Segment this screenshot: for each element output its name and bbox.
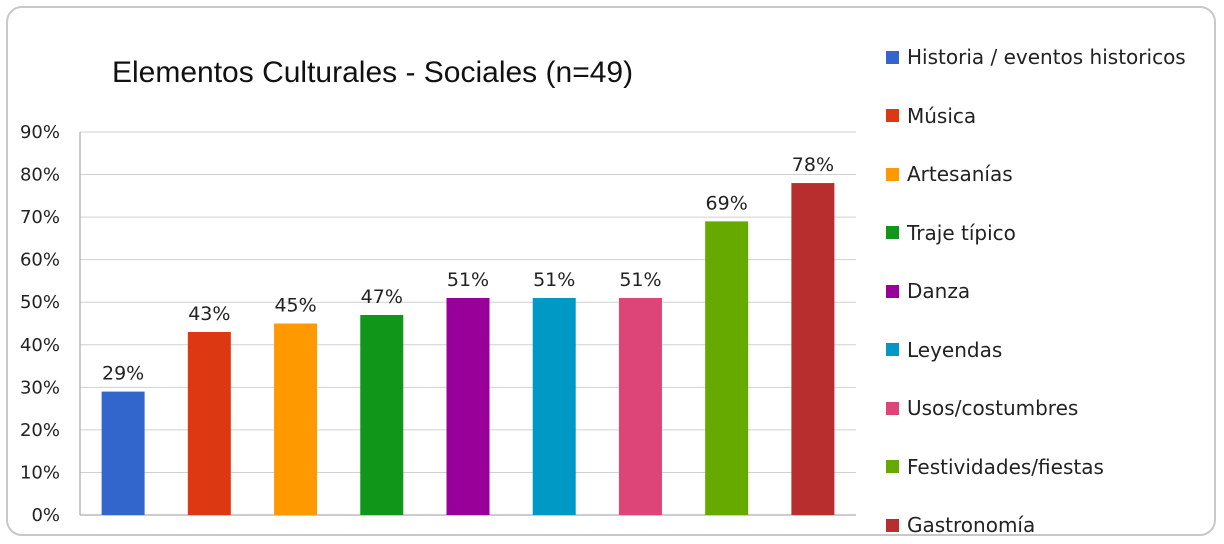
y-tick-label: 90%	[20, 122, 60, 143]
y-tick-label: 40%	[20, 335, 60, 356]
data-label: 45%	[274, 295, 316, 317]
legend-item: Artesanías	[886, 162, 1013, 186]
y-tick-label: 60%	[20, 250, 60, 271]
chart-legend: Historia / eventos historicos Música Artes…	[886, 0, 1216, 544]
bar	[101, 391, 145, 515]
legend-swatch	[886, 518, 899, 532]
y-tick-label: 50%	[20, 292, 60, 313]
data-label: 51%	[533, 269, 575, 291]
legend-label: Festividades/fiestas	[907, 454, 1104, 479]
data-label: 69%	[706, 192, 748, 214]
data-label: 47%	[361, 286, 403, 308]
data-label: 43%	[188, 303, 230, 325]
bar	[705, 221, 749, 515]
legend-label: Artesanías	[907, 162, 1013, 186]
bar	[274, 323, 318, 515]
legend-swatch	[886, 284, 899, 298]
y-tick-label: 10%	[20, 462, 60, 483]
legend-label: Traje típico	[907, 220, 1016, 245]
chart-title: Elementos Culturales - Sociales (n=49)	[112, 56, 634, 89]
legend-item: Traje típico	[886, 221, 1016, 245]
legend-swatch	[886, 226, 899, 239]
legend-item: Usos/costumbres	[886, 396, 1078, 420]
legend-label: Música	[907, 103, 977, 128]
legend-swatch	[886, 109, 899, 122]
legend-item: Leyendas	[886, 338, 1002, 362]
legend-swatch	[886, 167, 899, 181]
data-label: 51%	[619, 269, 661, 291]
legend-label: Historia / eventos historicos	[907, 45, 1186, 69]
y-tick-label: 20%	[20, 420, 60, 441]
legend-swatch	[886, 50, 899, 64]
bar	[532, 297, 576, 515]
y-tick-label: 30%	[20, 377, 60, 398]
legend-swatch	[886, 401, 899, 415]
legend-label: Danza	[907, 279, 971, 303]
legend-item: Historia / eventos historicos	[886, 45, 1186, 69]
bar	[618, 297, 662, 515]
y-tick-label: 70%	[20, 207, 60, 228]
legend-label: Gastronomía	[907, 513, 1036, 537]
legend-item: Danza	[886, 279, 970, 303]
data-label: 51%	[447, 269, 489, 291]
legend-swatch	[886, 460, 899, 473]
bar	[360, 314, 404, 515]
bar	[446, 297, 490, 515]
bar	[791, 183, 835, 516]
legend-swatch	[886, 343, 899, 356]
data-label: 78%	[792, 154, 834, 176]
legend-item: Gastronomía	[886, 513, 1035, 537]
y-tick-label: 80%	[20, 165, 60, 186]
data-label: 29%	[102, 363, 144, 385]
legend-label: Leyendas	[907, 337, 1003, 362]
bar	[187, 332, 231, 515]
legend-item: Festividades/fiestas	[886, 455, 1104, 479]
y-tick-label: 0%	[31, 505, 60, 526]
legend-label: Usos/costumbres	[907, 396, 1079, 420]
legend-item: Música	[886, 104, 976, 128]
